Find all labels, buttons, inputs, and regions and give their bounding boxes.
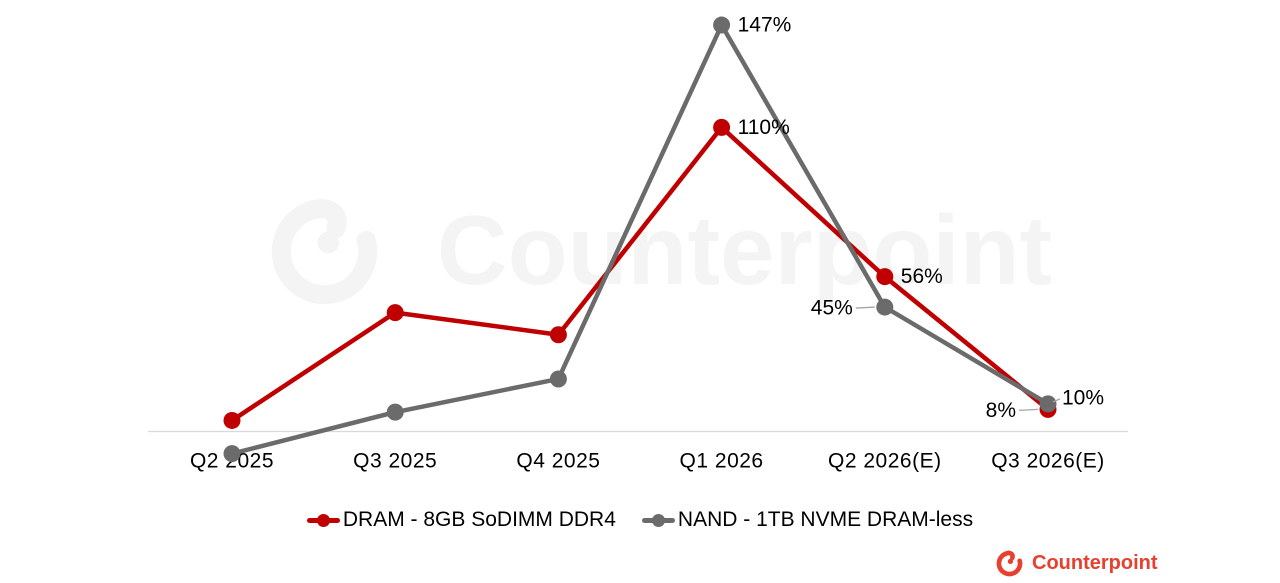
chart-legend: DRAM - 8GB SoDIMM DDR4 NAND - 1TB NVME D… — [0, 504, 1280, 536]
x-axis-label: Q1 2026 — [680, 450, 764, 473]
brand-logo: Counterpoint — [994, 546, 1158, 580]
data-point — [549, 370, 567, 388]
series-line — [230, 125, 1050, 423]
label-leader-line — [1052, 398, 1061, 403]
data-point — [876, 298, 894, 316]
dram-series-marker-icon — [306, 513, 340, 527]
legend-label-nand: NAND - 1TB NVME DRAM-less — [677, 508, 974, 531]
x-axis-label: Q2 2026(E) — [828, 450, 942, 473]
data-point — [713, 118, 731, 136]
label-leader-line — [1018, 408, 1039, 412]
data-label: 45% — [811, 297, 853, 320]
x-axis-label: Q3 2025 — [353, 450, 437, 473]
series-line — [231, 22, 1050, 456]
x-axis-label: Q3 2026(E) — [991, 450, 1105, 473]
data-label: 10% — [1062, 386, 1104, 409]
data-label: 110% — [738, 116, 790, 139]
legend-item-nand: NAND - 1TB NVME DRAM-less — [641, 508, 974, 532]
data-label: 8% — [986, 399, 1016, 422]
x-axis-label: Q4 2025 — [516, 450, 600, 473]
data-label: 56% — [901, 265, 943, 288]
counterpoint-logo-icon — [996, 550, 1023, 576]
data-point — [223, 445, 241, 463]
brand-name: Counterpoint — [1032, 551, 1158, 574]
legend-item-dram: DRAM - 8GB SoDIMM DDR4 — [306, 508, 616, 532]
data-point — [549, 326, 567, 344]
data-point — [386, 304, 404, 322]
data-point — [223, 411, 241, 429]
label-leader-line — [855, 306, 875, 309]
nand-series-marker-icon — [641, 513, 675, 527]
data-point — [386, 403, 404, 421]
data-label: 147% — [738, 14, 792, 37]
legend-label-dram: DRAM - 8GB SoDIMM DDR4 — [342, 508, 616, 531]
data-point — [876, 268, 894, 286]
data-point — [713, 16, 731, 34]
data-point — [1039, 395, 1057, 413]
